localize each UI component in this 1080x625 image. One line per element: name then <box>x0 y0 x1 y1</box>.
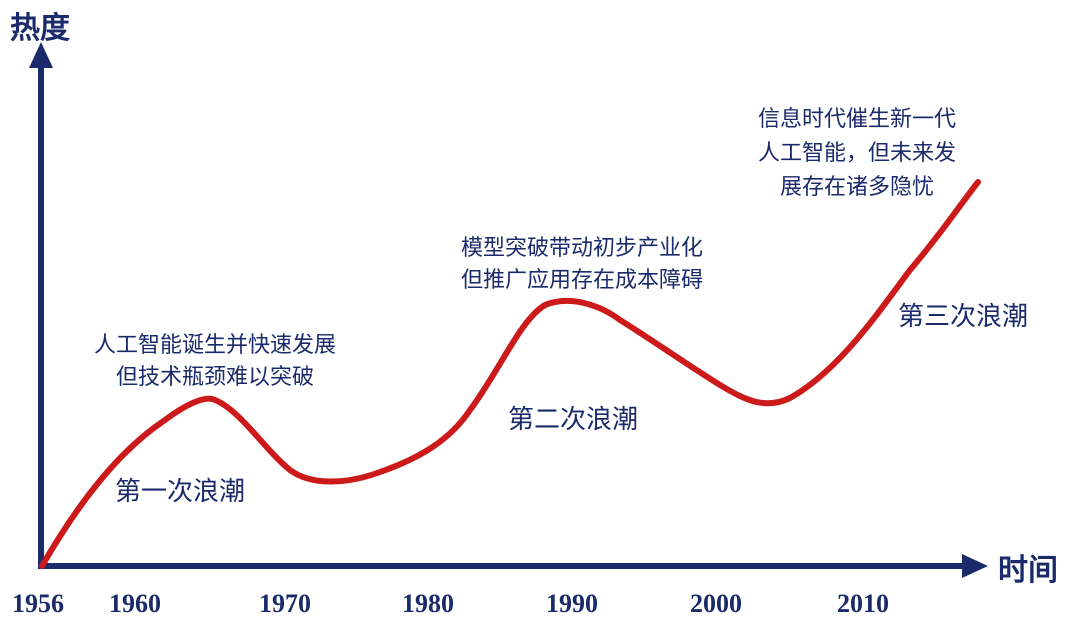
annotation-third-line-1: 信息时代催生新一代 <box>758 107 956 132</box>
y-axis-arrow <box>29 42 53 68</box>
annotation-third-line-2: 人工智能，但未来发 <box>758 141 956 166</box>
annotation-second-line-1: 模型突破带动初步产业化 <box>461 236 703 261</box>
annotation-third-line-3: 展存在诸多隐忧 <box>780 175 934 200</box>
annotation-third: 信息时代催生新一代 人工智能，但未来发 展存在诸多隐忧 <box>758 107 956 200</box>
wave-label-third: 第三次浪潮 <box>898 302 1028 332</box>
annotation-first-line-2: 但技术瓶颈难以突破 <box>116 365 314 390</box>
annotation-second: 模型突破带动初步产业化 但推广应用存在成本障碍 <box>461 236 703 293</box>
x-tick-1990: 1990 <box>546 589 598 618</box>
y-axis-title: 热度 <box>10 11 70 46</box>
wave-label-first: 第一次浪潮 <box>115 477 245 507</box>
annotation-second-line-2: 但推广应用存在成本障碍 <box>461 268 703 293</box>
x-tick-1956: 1956 <box>12 589 64 618</box>
x-tick-2010: 2010 <box>837 589 889 618</box>
annotation-first-line-1: 人工智能诞生并快速发展 <box>94 333 336 358</box>
x-axis-arrow <box>962 554 988 578</box>
x-tick-1960: 1960 <box>109 589 161 618</box>
x-tick-1980: 1980 <box>402 589 454 618</box>
x-axis <box>38 554 988 578</box>
x-tick-1970: 1970 <box>259 589 311 618</box>
hype-curve <box>39 179 981 569</box>
wave-label-second: 第二次浪潮 <box>508 405 638 435</box>
annotation-first: 人工智能诞生并快速发展 但技术瓶颈难以突破 <box>94 333 336 390</box>
y-axis <box>29 42 53 568</box>
x-tick-2000: 2000 <box>690 589 742 618</box>
x-axis-title: 时间 <box>998 553 1058 588</box>
x-tick-labels: 1956 1960 1970 1980 1990 2000 2010 <box>12 589 889 618</box>
